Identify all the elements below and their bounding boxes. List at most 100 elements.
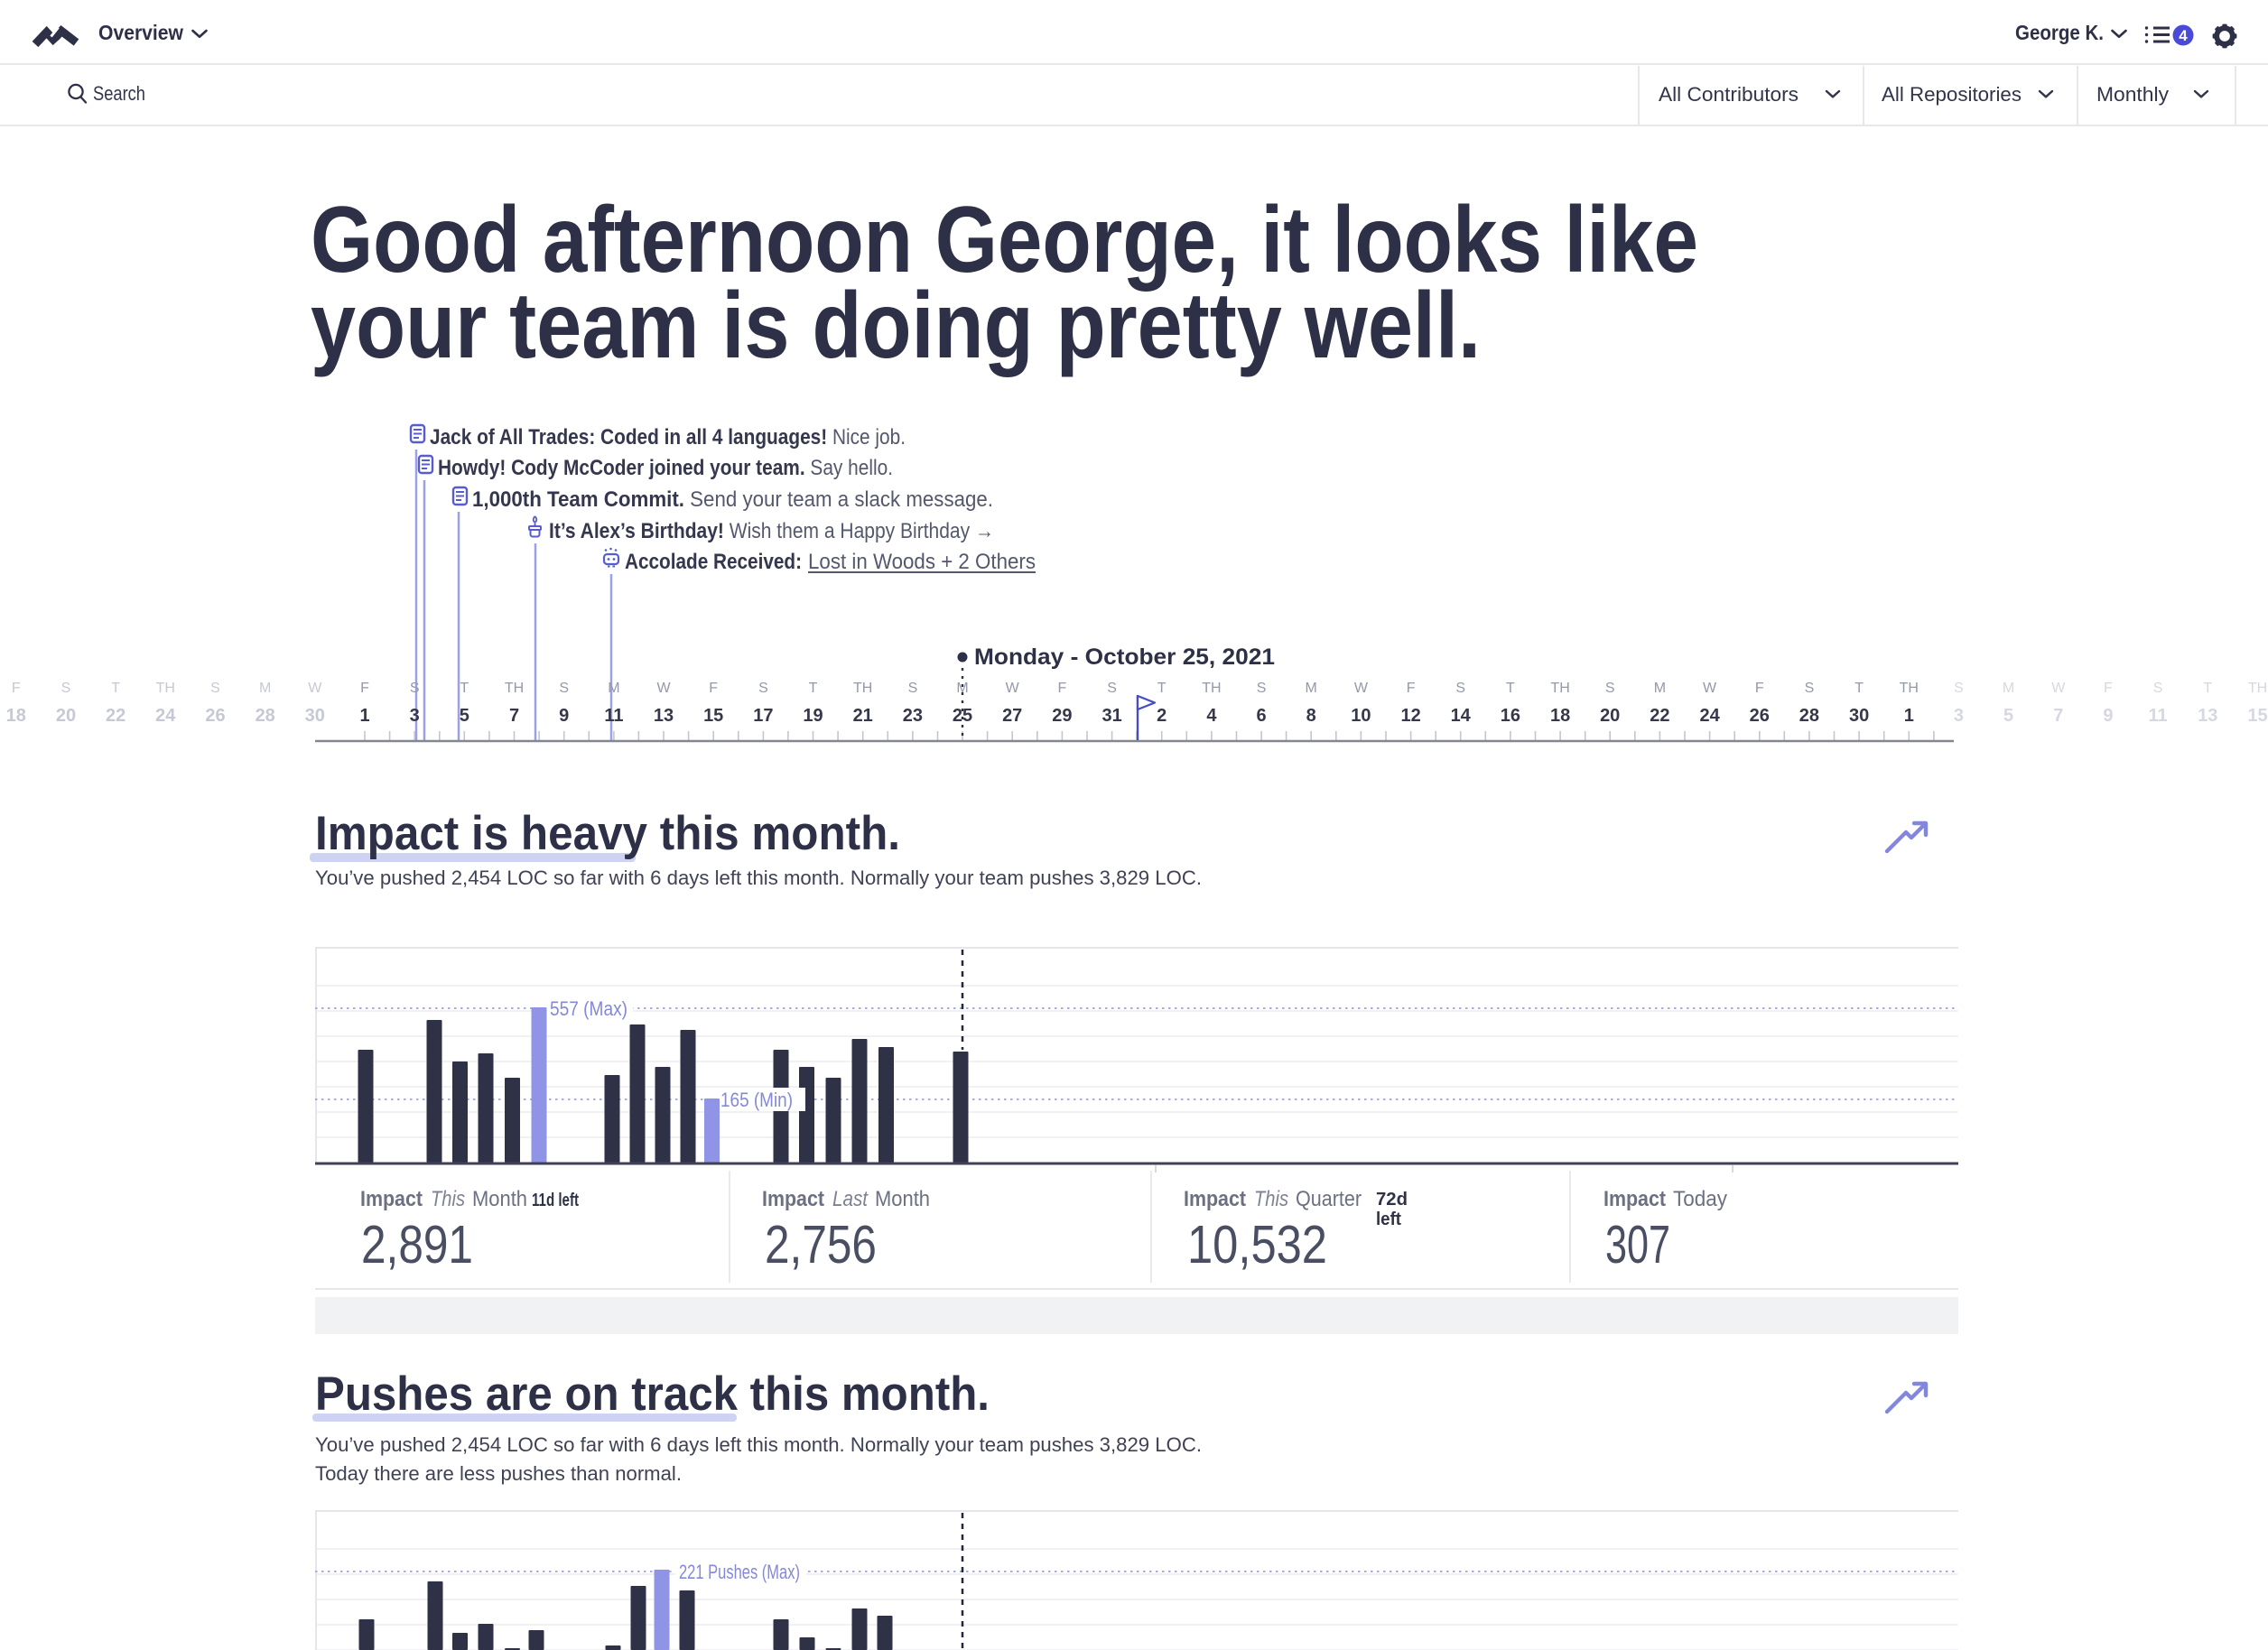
svg-text:13: 13 (2198, 706, 2217, 726)
svg-text:M: M (608, 681, 619, 696)
svg-text:M: M (956, 681, 968, 696)
svg-text:F: F (1407, 681, 1416, 696)
svg-text:3: 3 (410, 706, 420, 726)
svg-text:S: S (908, 681, 918, 696)
svg-text:8: 8 (1306, 706, 1316, 726)
svg-text:You’ve pushed 2,454 LOC so far: You’ve pushed 2,454 LOC so far with 6 da… (315, 1433, 1202, 1456)
svg-text:4: 4 (1206, 706, 1217, 726)
svg-text:9: 9 (559, 706, 569, 726)
svg-text:Jack of All Trades: Coded in a: Jack of All Trades: Coded in all 4 langu… (430, 425, 906, 450)
svg-text:W: W (1354, 681, 1369, 696)
svg-text:T: T (2203, 681, 2212, 696)
svg-text:F: F (709, 681, 718, 696)
svg-text:11d left: 11d left (532, 1191, 579, 1210)
svg-text:27: 27 (1002, 706, 1022, 726)
svg-text:2,891: 2,891 (361, 1215, 473, 1275)
svg-text:M: M (259, 681, 271, 696)
svg-text:TH: TH (156, 681, 175, 696)
svg-text:S: S (1107, 681, 1117, 696)
svg-text:W: W (1006, 681, 1020, 696)
svg-text:11: 11 (2149, 706, 2168, 726)
svg-text:18: 18 (6, 706, 26, 726)
svg-text:24: 24 (155, 706, 176, 726)
svg-text:W: W (656, 681, 671, 696)
svg-text:12: 12 (1400, 706, 1420, 726)
svg-text:George K.: George K. (2015, 21, 2104, 44)
svg-text:20: 20 (1600, 706, 1620, 726)
svg-text:Monday - October 25, 2021: Monday - October 25, 2021 (974, 644, 1275, 670)
svg-text:19: 19 (803, 706, 823, 726)
svg-text:M: M (1654, 681, 1666, 696)
svg-text:26: 26 (205, 706, 225, 726)
svg-text:17: 17 (753, 706, 773, 726)
svg-text:Today there are less pushes th: Today there are less pushes than normal. (315, 1462, 682, 1485)
svg-text:28: 28 (1799, 706, 1819, 726)
svg-text:M: M (1306, 681, 1317, 696)
svg-text:25: 25 (953, 706, 972, 726)
svg-text:26: 26 (1750, 706, 1770, 726)
svg-text:S: S (410, 681, 420, 696)
svg-text:W: W (2051, 681, 2066, 696)
svg-text:F: F (2104, 681, 2113, 696)
svg-text:T: T (1506, 681, 1515, 696)
svg-text:28: 28 (256, 706, 275, 726)
svg-text:10: 10 (1351, 706, 1371, 726)
svg-text:6: 6 (1257, 706, 1267, 726)
svg-text:your team is doing pretty well: your team is doing pretty well. (311, 273, 1481, 378)
svg-text:11: 11 (604, 706, 623, 726)
svg-text:14: 14 (1451, 706, 1472, 726)
svg-text:Search: Search (93, 82, 145, 105)
svg-text:S: S (559, 681, 569, 696)
svg-text:23: 23 (903, 706, 923, 726)
svg-text:S: S (1954, 681, 1964, 696)
svg-text:1: 1 (1904, 706, 1914, 726)
svg-text:T: T (1157, 681, 1167, 696)
svg-text:It’s Alex’s Birthday! Wish the: It’s Alex’s Birthday! Wish them a Happy … (549, 519, 994, 543)
svg-text:30: 30 (305, 706, 325, 726)
svg-text:S: S (758, 681, 768, 696)
svg-text:TH: TH (2248, 681, 2267, 696)
svg-text:5: 5 (2003, 706, 2013, 726)
svg-text:S: S (210, 681, 220, 696)
svg-text:S: S (2153, 681, 2163, 696)
svg-text:165 (Min): 165 (Min) (720, 1089, 793, 1111)
svg-text:20: 20 (56, 706, 76, 726)
svg-text:31: 31 (1101, 706, 1121, 726)
svg-text:18: 18 (1550, 706, 1570, 726)
svg-text:9: 9 (2103, 706, 2113, 726)
svg-text:TH: TH (1550, 681, 1569, 696)
svg-text:Impact is heavy this month.: Impact is heavy this month. (315, 807, 900, 860)
svg-text:TH: TH (1202, 681, 1221, 696)
svg-text:You’ve pushed 2,454 LOC so far: You’ve pushed 2,454 LOC so far with 6 da… (315, 867, 1202, 889)
svg-text:15: 15 (703, 706, 723, 726)
svg-text:S: S (61, 681, 71, 696)
svg-text:22: 22 (1650, 706, 1669, 726)
svg-text:F: F (360, 681, 369, 696)
svg-text:T: T (809, 681, 818, 696)
svg-text:29: 29 (1052, 706, 1072, 726)
svg-text:2,756: 2,756 (765, 1215, 877, 1275)
svg-text:2: 2 (1157, 706, 1167, 726)
svg-text:7: 7 (2053, 706, 2063, 726)
svg-text:T: T (111, 681, 120, 696)
svg-text:S: S (1455, 681, 1465, 696)
svg-text:F: F (1755, 681, 1764, 696)
svg-text:All Contributors: All Contributors (1659, 83, 1799, 106)
svg-text:30: 30 (1849, 706, 1869, 726)
svg-text:F: F (12, 681, 21, 696)
svg-text:4: 4 (2179, 27, 2188, 44)
svg-text:M: M (2003, 681, 2014, 696)
svg-text:10,532: 10,532 (1187, 1215, 1327, 1275)
svg-text:5: 5 (460, 706, 469, 726)
svg-text:Accolade Received:: Accolade Received: (625, 550, 802, 574)
svg-text:Pushes are on track this month: Pushes are on track this month. (315, 1367, 990, 1421)
svg-text:1: 1 (359, 706, 369, 726)
svg-text:72d: 72d (1376, 1190, 1408, 1210)
svg-text:S: S (1257, 681, 1267, 696)
svg-text:Monthly: Monthly (2096, 83, 2169, 106)
svg-text:S: S (1805, 681, 1815, 696)
svg-text:Overview: Overview (98, 21, 183, 44)
